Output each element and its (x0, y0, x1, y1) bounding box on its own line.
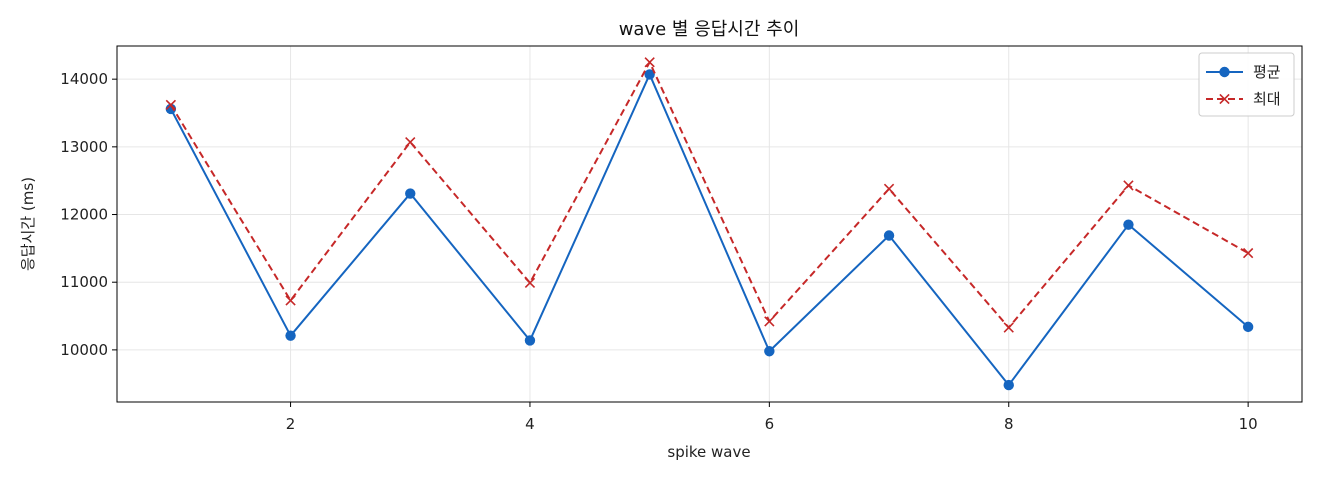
legend-label: 평균 (1253, 63, 1281, 81)
y-axis-title: 응답시간 (ms) (19, 177, 37, 271)
data-point (1003, 379, 1014, 391)
y-tick-label: 12000 (60, 206, 108, 224)
data-point (165, 99, 177, 111)
series-1 (165, 69, 1254, 391)
data-point (883, 230, 895, 241)
data-point (1123, 180, 1134, 191)
y-tick-label: 10000 (60, 341, 108, 359)
x-axis-title: spike wave (667, 443, 750, 461)
data-point (165, 103, 177, 115)
series-line (170, 61, 1249, 329)
data-point (405, 188, 416, 199)
data-point (1242, 247, 1254, 259)
data-point (405, 136, 416, 148)
y-tick-label: 13000 (60, 138, 108, 156)
x-tick-label: 10 (1239, 415, 1258, 433)
data-point (644, 57, 655, 68)
data-point (764, 346, 775, 357)
series-line (169, 73, 1249, 387)
axis-ticks: 2 4 6 8 10 10000 11000 12000 13000 14000 (60, 70, 1257, 433)
legend-label: 최대 (1253, 90, 1281, 108)
legend-item: 최대 (1206, 90, 1281, 108)
series-layer (165, 57, 1254, 391)
x-tick-label: 4 (525, 415, 535, 433)
data-point (285, 295, 296, 306)
x-tick-label: 8 (1004, 415, 1014, 433)
plot-frame (116, 45, 1303, 403)
y-tick-label: 11000 (60, 273, 108, 291)
legend-marker (1219, 66, 1230, 78)
data-point (524, 277, 536, 289)
grid-lines (117, 46, 1302, 402)
legend-item: 평균 (1206, 63, 1281, 81)
chart-title: wave 별 응답시간 추이 (619, 19, 800, 40)
data-point (1003, 322, 1014, 333)
y-tick-label: 14000 (60, 70, 108, 88)
series-2 (165, 57, 1254, 333)
legend-marker (1219, 93, 1230, 105)
data-point (644, 69, 655, 80)
data-point (764, 316, 775, 327)
data-point (1123, 219, 1134, 230)
x-tick-label: 6 (765, 415, 775, 433)
data-point (524, 335, 536, 346)
x-tick-label: 2 (286, 415, 296, 433)
data-point (1242, 321, 1254, 333)
data-point (883, 183, 895, 194)
data-point (285, 330, 296, 341)
